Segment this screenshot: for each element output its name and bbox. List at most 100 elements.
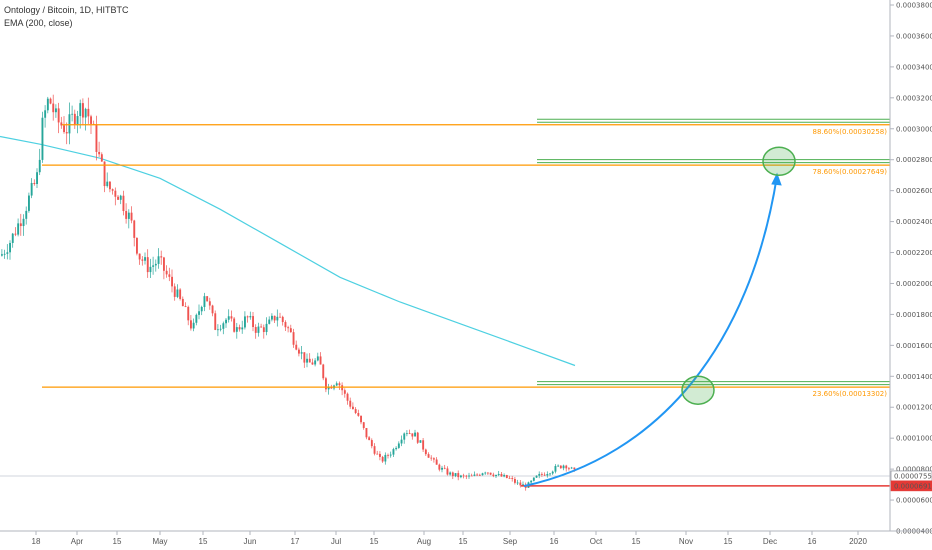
candle-body	[28, 195, 30, 211]
candle-body	[495, 474, 497, 477]
candle-body	[117, 196, 119, 200]
candle-body	[368, 437, 371, 441]
symbol-title[interactable]: Ontology / Bitcoin, 1D, HITBTC	[4, 5, 129, 15]
candle-body	[460, 475, 462, 478]
candle-body	[400, 439, 403, 444]
candle-body	[376, 453, 379, 455]
price-label-text: 0.00006917	[894, 482, 932, 490]
candle-body	[252, 316, 254, 328]
candle-body	[314, 360, 317, 365]
candle-body	[416, 432, 419, 443]
candle-body	[176, 289, 179, 297]
candle-body	[52, 103, 55, 113]
candle-body	[36, 172, 38, 185]
candle-body	[154, 263, 157, 266]
x-tick-label: 16	[550, 537, 559, 546]
candle-body	[200, 306, 203, 312]
candle-body	[573, 467, 576, 470]
candle-body	[249, 316, 252, 318]
candle-body	[489, 472, 492, 475]
candle-body	[422, 440, 425, 450]
candle-body	[570, 467, 573, 469]
x-tick-label: 15	[199, 537, 208, 546]
candle-body	[273, 315, 276, 321]
candle-body	[217, 329, 219, 331]
x-tick-label: Jun	[244, 537, 257, 546]
candle-body	[546, 474, 549, 476]
x-tick-label: Aug	[417, 537, 431, 546]
candle-body	[451, 472, 454, 477]
candle-body	[192, 322, 195, 329]
price-label-text: 0.00007559	[894, 472, 932, 480]
x-tick-label: 2020	[849, 537, 867, 546]
candle-body	[343, 390, 346, 394]
candle-body	[370, 440, 373, 447]
candle-body	[133, 220, 136, 238]
x-tick-label: 16	[808, 537, 817, 546]
candle-body	[557, 465, 560, 467]
candle-body	[424, 449, 427, 455]
candle-body	[322, 364, 325, 379]
candle-body	[265, 323, 268, 333]
candle-body	[122, 195, 125, 212]
candle-body	[373, 446, 376, 454]
candle-body	[179, 289, 182, 299]
candle-body	[63, 125, 65, 133]
candle-body	[152, 265, 155, 267]
candle-body	[211, 305, 214, 314]
candle-body	[349, 400, 352, 407]
arrow-head	[771, 172, 782, 186]
indicator-title[interactable]: EMA (200, close)	[4, 18, 73, 28]
candle-body	[19, 223, 22, 227]
chart-legend: Ontology / Bitcoin, 1D, HITBTC EMA (200,…	[4, 4, 129, 30]
candle-body	[403, 433, 406, 440]
candle-body	[187, 306, 190, 321]
candle-body	[100, 154, 103, 162]
candle-body	[289, 328, 292, 333]
candle-body	[68, 114, 71, 134]
candle-body	[470, 475, 473, 477]
candle-body	[241, 327, 244, 330]
candle-body	[468, 475, 470, 477]
candle-body	[157, 256, 160, 264]
candle-body	[535, 475, 538, 478]
candle-body	[298, 349, 300, 354]
candle-body	[190, 320, 192, 329]
candle-body	[465, 475, 468, 477]
candle-body	[6, 252, 9, 254]
candle-body	[365, 427, 368, 438]
candle-body	[284, 322, 287, 328]
time-axis[interactable]: 18 Apr 15 May 15 Jun 17 Jul 15 Aug 15 Sep 16 Oct 15 Nov…	[0, 530, 932, 546]
candle-body	[246, 316, 249, 318]
candle-body	[389, 454, 392, 456]
candle-body	[25, 210, 28, 219]
candle-body	[454, 473, 457, 477]
x-tick-label: Sep	[503, 537, 518, 546]
candle-body	[279, 316, 281, 318]
x-tick-label: 15	[113, 537, 122, 546]
candle-body	[103, 161, 106, 187]
candle-body	[565, 465, 568, 469]
target-circle-lower	[681, 375, 715, 405]
candle-body	[79, 103, 82, 117]
candle-body	[338, 383, 341, 386]
candle-body	[427, 454, 430, 458]
candle-body	[306, 358, 308, 363]
candle-body	[541, 473, 543, 475]
ema-series	[0, 135, 576, 367]
candle-body	[295, 344, 298, 350]
candle-body	[481, 473, 484, 476]
candle-body	[141, 259, 144, 261]
candle-body	[30, 182, 33, 196]
candle-body	[33, 182, 36, 185]
x-tick-label: 18	[32, 537, 41, 546]
candle-body	[281, 316, 284, 323]
candle-body	[95, 124, 98, 152]
